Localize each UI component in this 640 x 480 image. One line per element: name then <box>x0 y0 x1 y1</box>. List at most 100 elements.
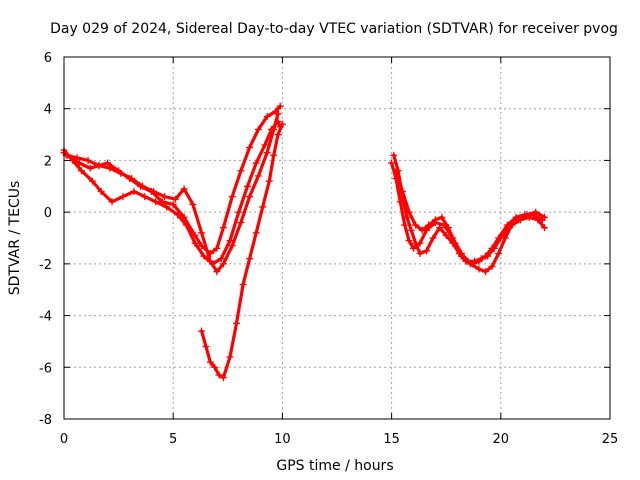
x-tick-label: 0 <box>60 432 68 447</box>
data-point <box>490 244 498 252</box>
data-point <box>464 257 472 265</box>
data-point <box>189 200 197 208</box>
data-point <box>495 250 503 258</box>
x-tick-labels: 0 5 10 15 20 25 <box>60 432 618 447</box>
data-point <box>471 257 479 265</box>
series-track-c <box>62 110 282 276</box>
data-point <box>171 195 179 203</box>
y-tick-labels: -8 -6 -4 -2 0 2 4 6 <box>39 51 52 428</box>
data-point <box>261 141 269 149</box>
data-point <box>263 149 271 157</box>
x-tick-label: 25 <box>602 432 619 447</box>
series-line <box>62 120 282 266</box>
data-point <box>200 252 208 260</box>
y-tick-label: 0 <box>44 206 52 221</box>
data-point <box>104 159 112 167</box>
x-tick-label: 15 <box>383 432 400 447</box>
x-tick-label: 5 <box>169 432 177 447</box>
plot-frame <box>63 56 611 420</box>
data-point <box>117 169 125 177</box>
data-point <box>237 167 245 175</box>
data-point <box>412 221 420 229</box>
data-point <box>73 154 81 162</box>
data-point <box>88 177 96 185</box>
data-point <box>534 216 542 224</box>
data-point <box>213 244 221 252</box>
data-point <box>484 252 492 260</box>
data-point <box>263 112 271 120</box>
data-point <box>532 208 540 216</box>
data-point <box>278 120 286 128</box>
data-point <box>390 151 398 159</box>
data-point <box>457 252 465 260</box>
data-point <box>254 172 262 180</box>
y-tick-label: -8 <box>39 413 52 428</box>
data-point <box>130 187 138 195</box>
series-track-d <box>198 120 286 382</box>
data-point <box>418 226 426 234</box>
data-point <box>150 187 158 195</box>
data-point <box>274 131 282 139</box>
data-point <box>477 255 485 263</box>
data-point <box>237 218 245 226</box>
x-tick-label: 20 <box>493 432 510 447</box>
data-point <box>95 162 103 170</box>
data-point <box>206 257 214 265</box>
data-point <box>160 193 168 201</box>
data-point <box>119 193 127 201</box>
data-point <box>405 208 413 216</box>
data-point <box>392 167 400 175</box>
data-point <box>108 198 116 206</box>
data-point <box>429 234 437 242</box>
data-point <box>270 125 278 133</box>
data-point <box>226 353 234 361</box>
data-point <box>239 281 247 289</box>
series-line <box>62 104 282 256</box>
data-point <box>431 216 439 224</box>
data-point <box>497 234 505 242</box>
data-point <box>180 185 188 193</box>
data-point <box>399 187 407 195</box>
data-point <box>401 221 409 229</box>
data-point <box>540 224 548 232</box>
data-point <box>442 231 450 239</box>
y-tick-label: -2 <box>39 258 52 273</box>
data-point <box>416 239 424 247</box>
data-point <box>243 182 251 190</box>
data-point <box>409 244 417 252</box>
data-point <box>217 255 225 263</box>
data-point <box>523 211 531 219</box>
data-point <box>265 177 273 185</box>
data-point <box>169 200 177 208</box>
y-tick-label: -6 <box>39 361 52 376</box>
y-tick-label: 6 <box>44 51 52 66</box>
data-point <box>77 167 85 175</box>
series-line <box>200 122 284 380</box>
data-point <box>228 242 236 250</box>
data-point <box>198 229 206 237</box>
data-point <box>215 371 223 379</box>
data-point <box>106 164 114 172</box>
data-point <box>233 319 241 327</box>
data-point <box>416 250 424 258</box>
data-point <box>219 260 227 268</box>
data-point <box>407 226 415 234</box>
y-tick-label: 4 <box>44 103 52 118</box>
data-point <box>235 208 243 216</box>
chart-title: Day 029 of 2024, Sidereal Day-to-day VTE… <box>50 21 618 37</box>
data-point <box>396 198 404 206</box>
data-point <box>482 268 490 276</box>
data-point <box>246 144 254 151</box>
data-point <box>163 203 171 211</box>
data-point <box>141 193 149 201</box>
data-point <box>254 125 262 133</box>
data-point <box>226 237 234 245</box>
data-point <box>246 255 254 263</box>
data-point <box>219 374 227 382</box>
data-point <box>276 102 284 110</box>
x-tick-label: 10 <box>274 432 291 447</box>
data-point <box>182 221 190 229</box>
data-point <box>139 182 147 190</box>
data-point <box>174 211 182 219</box>
series-line <box>394 169 547 263</box>
